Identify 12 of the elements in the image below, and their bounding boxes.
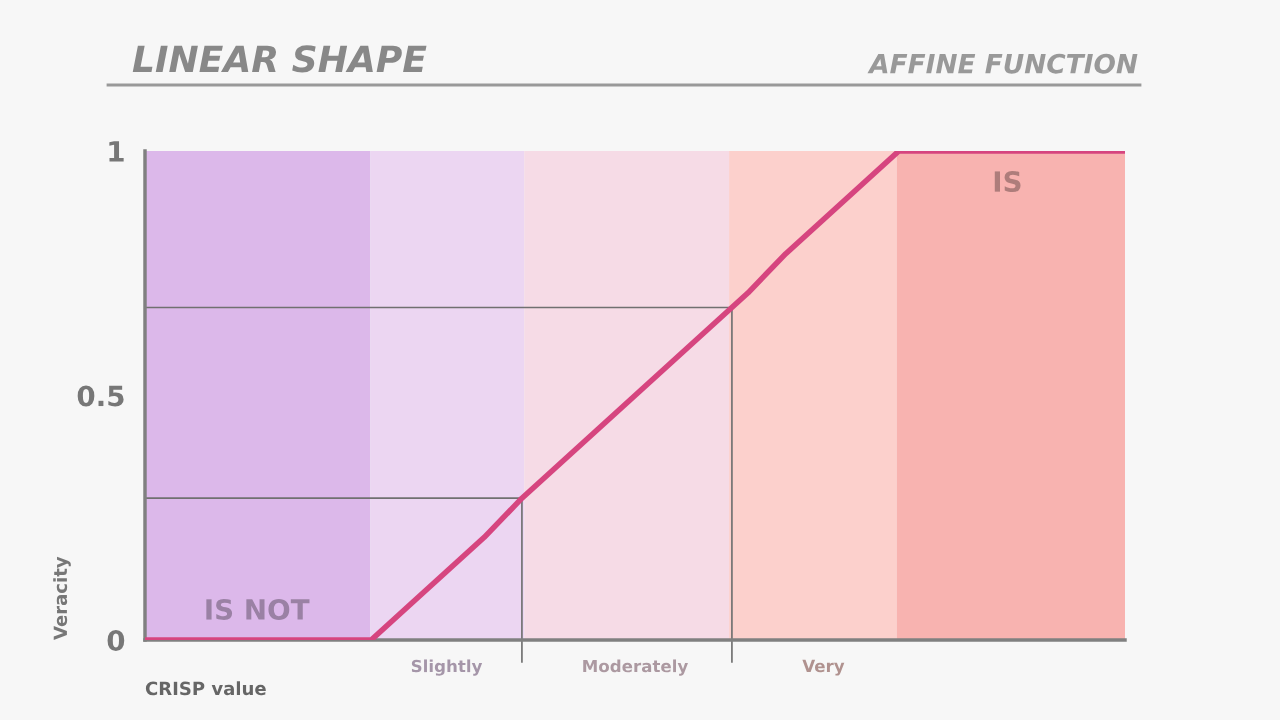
- x-tick-label: Very: [802, 659, 845, 676]
- annotation: IS NOT: [206, 598, 310, 620]
- y-tick-label: 0.5: [77, 385, 124, 407]
- x-tick-label: Slightly: [411, 659, 483, 676]
- chart-subtitle: AFFINE FUNCTION: [867, 53, 1138, 74]
- y-tick-label: 0: [107, 629, 125, 651]
- x-axis-title: CRISP value: [145, 681, 266, 696]
- chart-title: LINEAR SHAPE: [132, 45, 427, 73]
- annotation: IS: [994, 171, 1021, 193]
- y-axis-title: Veracity: [53, 556, 71, 640]
- x-tick-label: Moderately: [583, 659, 688, 676]
- y-tick-label: 1: [109, 141, 124, 162]
